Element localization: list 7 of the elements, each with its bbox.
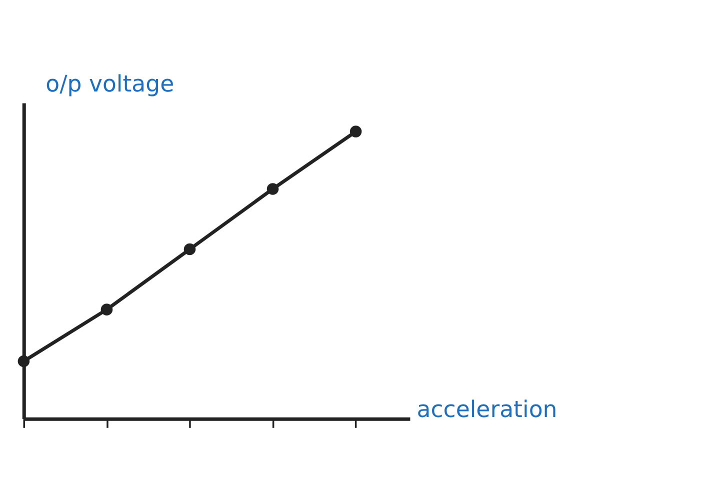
x-axis-title: acceleration [416, 396, 558, 423]
point [266, 183, 279, 195]
point [18, 355, 30, 368]
point [100, 304, 113, 316]
point [184, 243, 196, 256]
point [350, 126, 362, 138]
y-axis-title: o/p voltage [46, 71, 174, 98]
